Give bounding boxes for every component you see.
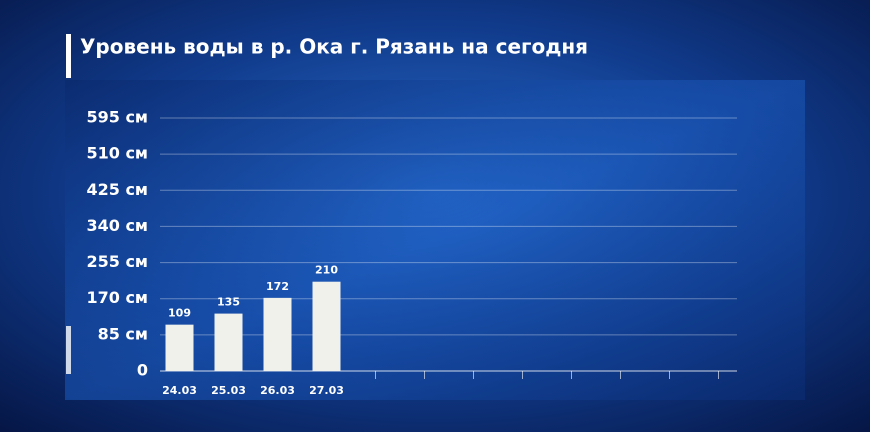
bar [165, 324, 194, 371]
x-tick-label: 25.03 [211, 384, 246, 397]
value-label: 109 [168, 307, 191, 320]
x-tick-label: 24.03 [162, 384, 197, 397]
y-tick-label: 255 см [86, 252, 148, 271]
y-tick-label: 85 см [98, 324, 148, 343]
axis-accent [66, 326, 71, 374]
bar [312, 281, 341, 371]
y-tick-label: 595 см [86, 108, 148, 127]
chart-title: Уровень воды в р. Ока г. Рязань на сегод… [80, 35, 588, 59]
bar [263, 297, 292, 371]
value-label: 135 [217, 296, 240, 309]
y-tick-label: 340 см [86, 216, 148, 235]
bar [214, 313, 243, 371]
y-tick-label: 170 см [86, 288, 148, 307]
y-tick-label: 0 [137, 361, 148, 380]
x-tick-label: 27.03 [309, 384, 344, 397]
y-tick-label: 510 см [86, 144, 148, 163]
y-tick-label: 425 см [86, 180, 148, 199]
value-label: 172 [266, 280, 289, 293]
value-label: 210 [315, 264, 338, 277]
title-accent [66, 34, 71, 78]
x-tick-label: 26.03 [260, 384, 295, 397]
